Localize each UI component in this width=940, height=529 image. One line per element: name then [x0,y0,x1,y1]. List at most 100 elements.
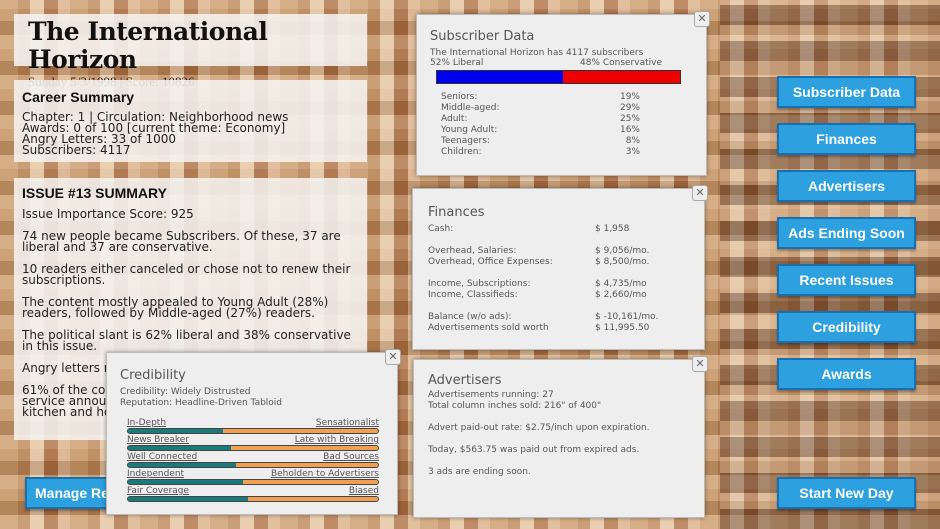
meter-fill [128,463,236,467]
subscriber-dialog: ✕ Subscriber Data The International Hori… [416,11,710,176]
age-row: Children: 3% [441,147,640,158]
age-row: Adult: 25% [441,114,640,125]
age-value: 29% [619,103,640,113]
meter-bar [127,479,379,485]
age-row: Middle-aged: 29% [441,103,640,114]
start-new-day-button[interactable]: Start New Day [777,477,916,509]
meter-right-label: Beholden to Advertisers [270,469,379,479]
finance-label: Overhead, Salaries: [428,246,517,256]
career-line: Awards: 0 of 100 [current theme: Economy… [22,121,286,135]
subscriber-summary: The International Horizon has 4117 subsc… [430,48,644,58]
conservative-fill [563,71,680,83]
issue-paragraph: 61% of the con service announ kitchen an… [22,383,114,419]
age-row: Young Adult: 16% [441,125,640,136]
finance-group: Balance (w/o ads): $ -10,161/mo. Advertise… [428,312,689,334]
meter-fill [128,429,223,433]
meter-left-label: Independent [127,469,185,479]
nav-button-subscriber-data[interactable]: Subscriber Data [777,76,916,108]
meter-right-label: Sensationalist [315,418,379,428]
age-label: Young Adult: [441,125,498,135]
age-row: Seniors: 19% [441,92,640,103]
age-label: Children: [441,147,482,157]
nav-button-awards[interactable]: Awards [777,358,916,390]
finance-row: Cash: $ 1,958 [428,224,689,235]
column-inches: Total column inches sold: 216" of 400" [428,401,602,411]
credibility-meter: News Breaker Late with Breaking [127,436,379,451]
dialog-title: Finances [428,205,485,220]
dialog-title: Advertisers [428,373,502,388]
finance-label: Overhead, Office Expenses: [428,257,553,267]
issue-paragraph: 74 new people became Subscribers. Of the… [22,229,341,254]
age-value: 25% [619,114,640,124]
liberal-fill [437,71,564,83]
age-row: Teenagers: 8% [441,136,640,147]
credibility-dialog: ✕ Credibility Credibility: Widely Distru… [106,349,401,515]
age-value: 3% [625,147,640,157]
credibility-meter: Well Connected Bad Sources [127,453,379,468]
finance-label: Cash: [428,224,454,234]
issue-paragraph: Issue Importance Score: 925 [22,207,194,221]
nav-button-recent-issues[interactable]: Recent Issues [777,264,916,296]
issue-heading: ISSUE #13 SUMMARY [22,185,167,201]
finance-value: $ 9,056/mo. [595,246,650,256]
finance-label: Advertisements sold worth [428,323,549,333]
finance-value: $ -10,161/mo. [595,312,659,322]
finance-group: Income, Subscriptions: $ 4,735/mo Income, … [428,279,689,301]
career-line: Chapter: 1 | Circulation: Neighborhood n… [22,110,289,124]
meter-bar [127,462,379,468]
close-icon[interactable]: ✕ [692,185,708,201]
nav-button-advertisers[interactable]: Advertisers [777,170,916,202]
advertisers-dialog: ✕ Advertisers Advertisements running: 27… [413,356,708,518]
liberal-label: 52% Liberal [430,58,484,68]
meter-fill [128,480,243,484]
finance-value: $ 2,660/mo [595,290,647,300]
close-icon[interactable]: ✕ [692,356,708,372]
dialog-title: Subscriber Data [430,29,535,44]
nav-button-ads-ending-soon[interactable]: Ads Ending Soon [777,217,916,249]
reputation: Reputation: Headline-Driven Tabloid [120,398,283,408]
issue-paragraph: The political slant is 62% liberal and 3… [22,328,351,353]
meter-right-label: Bad Sources [323,452,379,462]
career-summary: Career Summary Chapter: 1 | Circulation:… [14,80,367,162]
conservative-label: 48% Conservative [579,58,662,68]
meter-left-label: Well Connected [127,452,198,462]
ads-running: Advertisements running: 27 [428,390,554,400]
paid-out-rate: Advert paid-out rate: $2.75/inch upon ex… [428,423,650,433]
meter-left-label: Fair Coverage [127,486,190,496]
close-icon[interactable]: ✕ [694,11,710,27]
age-label: Seniors: [441,92,478,102]
issue-paragraph: Angry letters re [22,361,116,375]
finance-row: Income, Classifieds: $ 2,660/mo [428,290,689,301]
finance-value: $ 1,958 [595,224,630,234]
finance-row: Income, Subscriptions: $ 4,735/mo [428,279,689,290]
issue-paragraph: The content mostly appealed to Young Adu… [22,295,329,320]
finance-label: Income, Subscriptions: [428,279,531,289]
meter-bar [127,496,379,502]
finance-value: $ 4,735/mo [595,279,647,289]
meter-right-label: Late with Breaking [294,435,379,445]
finance-label: Balance (w/o ads): [428,312,512,322]
credibility-meter: In-Depth Sensationalist [127,419,379,434]
paid-out-today: Today, $563.75 was paid out from expired… [428,445,640,455]
career-heading: Career Summary [22,89,135,105]
age-value: 8% [625,136,640,146]
credibility-meter: Independent Beholden to Advertisers [127,470,379,485]
age-label: Middle-aged: [441,103,500,113]
meter-fill [128,446,231,450]
finance-label: Income, Classifieds: [428,290,518,300]
ads-ending: 3 ads are ending soon. [428,467,531,477]
age-value: 16% [619,125,640,135]
age-label: Adult: [441,114,468,124]
finance-row: Advertisements sold worth $ 11,995.50 [428,323,689,334]
political-bar [436,70,681,84]
finance-row: Overhead, Salaries: $ 9,056/mo. [428,246,689,257]
career-line: Subscribers: 4117 [22,143,131,157]
finances-dialog: ✕ Finances Cash: $ 1,958 Overhead, Salarie… [412,185,708,350]
finance-value: $ 8,500/mo. [595,257,650,267]
masthead: The International Horizon Sunday 5/3/199… [14,14,367,89]
nav-button-credibility[interactable]: Credibility [777,311,916,343]
nav-button-finances[interactable]: Finances [777,123,916,155]
career-line: Angry Letters: 33 of 1000 [22,132,176,146]
meter-fill [128,497,248,501]
close-icon[interactable]: ✕ [385,349,401,365]
